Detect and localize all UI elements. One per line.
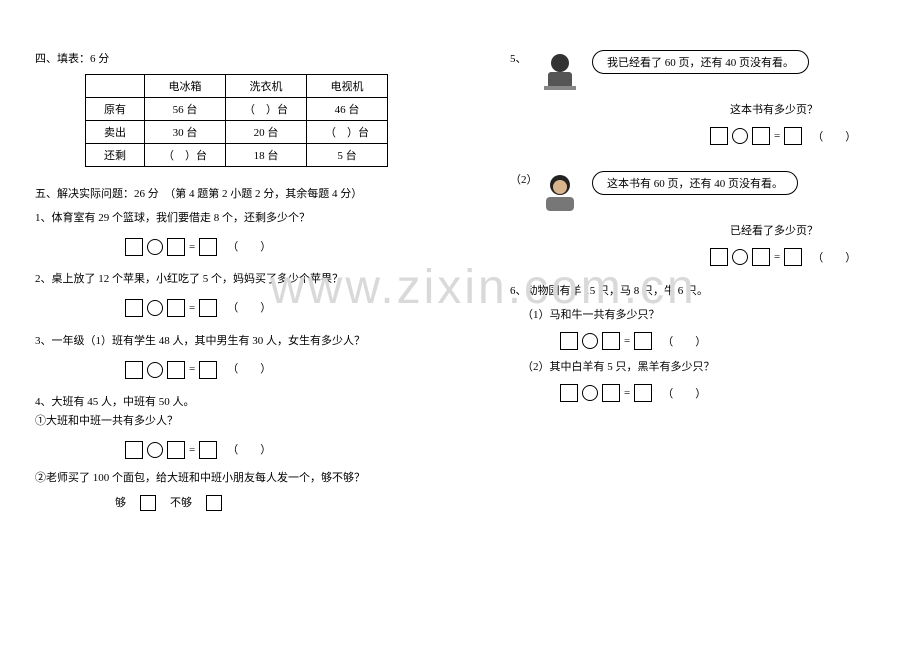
q4-text: 4、大班有 45 人，中班有 50 人。: [35, 393, 410, 412]
circle-icon: [147, 239, 163, 255]
section5-title: 五、解决实际问题：26 分 （第 4 题第 2 小题 2 分，其余每题 4 分）: [35, 185, 410, 201]
box-icon: [560, 332, 578, 350]
equals-sign: =: [624, 335, 630, 347]
box-icon: [602, 384, 620, 402]
speech-bubble-2: 这本书有 60 页，还有 40 页没有看。: [592, 171, 798, 195]
q1-text: 1、体育室有 29 个篮球，我们要借走 8 个，还剩多少个？: [35, 209, 410, 228]
q3-text: 3、一年级（1）班有学生 48 人，其中男生有 30 人，女生有多少人？: [35, 332, 410, 351]
box-icon: [125, 441, 143, 459]
box-icon: [710, 248, 728, 266]
circle-icon: [147, 442, 163, 458]
box-icon: [710, 127, 728, 145]
speech-bubble-1: 我已经看了 60 页，还有 40 页没有看。: [592, 50, 809, 74]
equals-sign: =: [189, 238, 195, 257]
q2-equation: = （ ）: [125, 299, 410, 318]
paren: （ ）: [812, 128, 856, 144]
equals-sign: =: [189, 360, 195, 379]
equals-sign: =: [189, 299, 195, 318]
r0c2: （ ）台: [226, 98, 307, 121]
paren: （ ）: [812, 249, 856, 265]
box-icon: [784, 248, 802, 266]
section4-title: 四、填表：6 分: [35, 50, 410, 66]
equals-sign: =: [774, 130, 780, 142]
r2c3: 5 台: [307, 144, 388, 167]
girl-avatar-icon: [538, 171, 582, 218]
paren: （ ）: [662, 385, 706, 401]
box-icon: [167, 441, 185, 459]
q5-2-label: （2）: [510, 171, 538, 187]
box-icon: [199, 361, 217, 379]
equals-sign: =: [189, 441, 195, 460]
r1c0: 卖出: [86, 121, 145, 144]
circle-icon: [582, 333, 598, 349]
q5-sub2: 已经看了多少页？: [730, 222, 885, 238]
box-icon: [560, 384, 578, 402]
r2c2: 18 台: [226, 144, 307, 167]
circle-icon: [732, 249, 748, 265]
q4a-equation: = （ ）: [125, 441, 410, 460]
q2-text: 2、桌上放了 12 个苹果，小红吃了 5 个，妈妈买了多少个苹果？: [35, 270, 410, 289]
checkbox-icon: [206, 495, 222, 511]
q5-eq1: = （ ）: [710, 127, 885, 145]
paren: （ ）: [227, 238, 271, 257]
r2c0: 还剩: [86, 144, 145, 167]
r1c2: 20 台: [226, 121, 307, 144]
checkbox-icon: [140, 495, 156, 511]
box-icon: [167, 238, 185, 256]
q6b-equation: = （ ）: [560, 384, 885, 402]
box-icon: [634, 384, 652, 402]
equals-sign: =: [774, 251, 780, 263]
q5-number: 5、: [510, 50, 538, 66]
q5-eq2: = （ ）: [710, 248, 885, 266]
box-icon: [784, 127, 802, 145]
paren: （ ）: [227, 299, 271, 318]
box-icon: [125, 361, 143, 379]
circle-icon: [732, 128, 748, 144]
q6-text: 6、动物园有羊 15 只，马 8 只，牛 6 只。: [510, 282, 885, 298]
box-icon: [602, 332, 620, 350]
q6a-equation: = （ ）: [560, 332, 885, 350]
th2: 洗衣机: [226, 75, 307, 98]
boy-avatar-icon: [538, 50, 582, 97]
box-icon: [167, 361, 185, 379]
box-icon: [752, 248, 770, 266]
r2c1: （ ）台: [145, 144, 226, 167]
circle-icon: [147, 300, 163, 316]
r1c3: （ ）台: [307, 121, 388, 144]
paren: （ ）: [227, 441, 271, 460]
q4b-options: 够 不够: [115, 494, 410, 513]
paren: （ ）: [662, 333, 706, 349]
box-icon: [752, 127, 770, 145]
q1-equation: = （ ）: [125, 238, 410, 257]
fill-table: 电冰箱 洗衣机 电视机 原有 56 台 （ ）台 46 台 卖出 30 台 20…: [85, 74, 388, 167]
box-icon: [199, 238, 217, 256]
q5-sub1: 这本书有多少页？: [730, 101, 885, 117]
paren: （ ）: [227, 360, 271, 379]
box-icon: [125, 238, 143, 256]
q6a-text: （1）马和牛一共有多少只？: [522, 306, 885, 322]
q4a-text: ①大班和中班一共有多少人？: [35, 412, 410, 431]
box-icon: [199, 441, 217, 459]
box-icon: [125, 299, 143, 317]
r0c1: 56 台: [145, 98, 226, 121]
th1: 电冰箱: [145, 75, 226, 98]
circle-icon: [147, 362, 163, 378]
q6b-text: （2）其中白羊有 5 只，黑羊有多少只？: [522, 358, 885, 374]
equals-sign: =: [624, 387, 630, 399]
r1c1: 30 台: [145, 121, 226, 144]
th0: [86, 75, 145, 98]
q4b-yes-label: 够: [115, 494, 126, 513]
q4b-no-label: 不够: [170, 494, 192, 513]
th3: 电视机: [307, 75, 388, 98]
box-icon: [167, 299, 185, 317]
r0c3: 46 台: [307, 98, 388, 121]
q4b-text: ②老师买了 100 个面包，给大班和中班小朋友每人发一个，够不够？: [35, 469, 410, 488]
circle-icon: [582, 385, 598, 401]
box-icon: [199, 299, 217, 317]
box-icon: [634, 332, 652, 350]
r0c0: 原有: [86, 98, 145, 121]
q3-equation: = （ ）: [125, 360, 410, 379]
